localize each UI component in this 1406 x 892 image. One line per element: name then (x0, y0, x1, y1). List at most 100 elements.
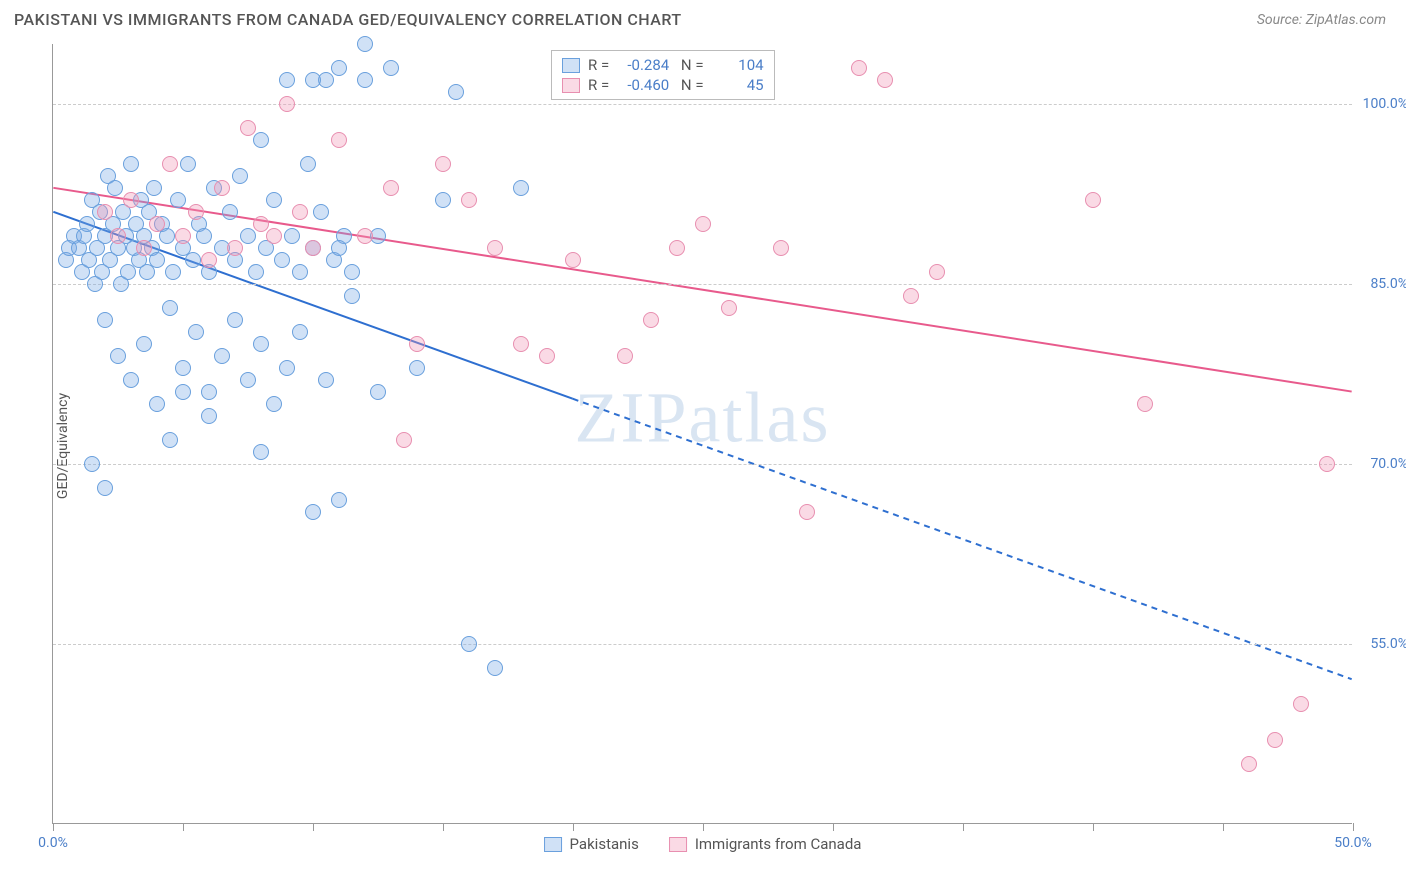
scatter-point (84, 456, 100, 472)
scatter-point (799, 504, 815, 520)
scatter-point (305, 504, 321, 520)
scatter-point (266, 192, 282, 208)
xtick-label: 50.0% (1334, 835, 1372, 851)
xtick-label: 0.0% (38, 835, 68, 851)
swatch-pakistanis (562, 58, 580, 73)
n-value-canada: 45 (712, 76, 764, 94)
scatter-point (123, 372, 139, 388)
scatter-point (123, 156, 139, 172)
scatter-point (383, 180, 399, 196)
scatter-point (110, 348, 126, 364)
scatter-point (162, 156, 178, 172)
scatter-point (383, 60, 399, 76)
gridline (53, 104, 1352, 105)
scatter-point (877, 72, 893, 88)
scatter-point (97, 480, 113, 496)
scatter-point (305, 72, 321, 88)
scatter-point (1319, 456, 1335, 472)
gridline (53, 464, 1352, 465)
xtick (1353, 823, 1354, 831)
xtick (443, 823, 444, 831)
scatter-point (461, 636, 477, 652)
scatter-point (357, 228, 373, 244)
scatter-point (214, 180, 230, 196)
scatter-point (227, 312, 243, 328)
scatter-point (331, 492, 347, 508)
scatter-point (669, 240, 685, 256)
scatter-point (435, 156, 451, 172)
xtick (183, 823, 184, 831)
scatter-point (357, 72, 373, 88)
scatter-point (279, 360, 295, 376)
scatter-point (318, 372, 334, 388)
scatter-point (123, 192, 139, 208)
scatter-point (344, 264, 360, 280)
scatter-point (279, 96, 295, 112)
scatter-point (185, 252, 201, 268)
watermark: ZIPatlas (575, 376, 831, 459)
chart-header: PAKISTANI VS IMMIGRANTS FROM CANADA GED/… (0, 0, 1406, 35)
scatter-point (695, 216, 711, 232)
scatter-point (1267, 732, 1283, 748)
scatter-point (1137, 396, 1153, 412)
scatter-point (146, 180, 162, 196)
scatter-point (292, 264, 308, 280)
scatter-point (1241, 756, 1257, 772)
scatter-point (396, 432, 412, 448)
scatter-point (188, 324, 204, 340)
scatter-point (565, 252, 581, 268)
scatter-point (279, 72, 295, 88)
legend-label-pakistanis: Pakistanis (570, 835, 639, 853)
scatter-point (851, 60, 867, 76)
stats-row-canada: R = -0.460 N = 45 (562, 75, 764, 95)
scatter-point (300, 156, 316, 172)
scatter-point (149, 252, 165, 268)
r-value-canada: -0.460 (617, 76, 669, 94)
scatter-point (284, 228, 300, 244)
scatter-point (409, 360, 425, 376)
xtick (313, 823, 314, 831)
scatter-point (487, 240, 503, 256)
scatter-point (165, 264, 181, 280)
xtick (573, 823, 574, 831)
scatter-point (292, 324, 308, 340)
scatter-point (539, 348, 555, 364)
scatter-point (903, 288, 919, 304)
scatter-point (409, 336, 425, 352)
scatter-point (513, 180, 529, 196)
scatter-point (149, 216, 165, 232)
ytick-label: 100.0% (1363, 96, 1406, 112)
scatter-point (196, 228, 212, 244)
scatter-point (448, 84, 464, 100)
scatter-point (305, 240, 321, 256)
scatter-point (331, 240, 347, 256)
scatter-point (266, 396, 282, 412)
scatter-point (240, 120, 256, 136)
scatter-point (1293, 696, 1309, 712)
trendlines-layer (53, 44, 1352, 823)
scatter-point (248, 264, 264, 280)
scatter-point (110, 228, 126, 244)
scatter-plot-area: ZIPatlas R = -0.284 N = 104 R = -0.460 N… (52, 44, 1352, 824)
legend-item-canada: Immigrants from Canada (669, 835, 862, 853)
scatter-point (929, 264, 945, 280)
scatter-point (513, 336, 529, 352)
ytick-label: 70.0% (1370, 456, 1406, 472)
legend-item-pakistanis: Pakistanis (544, 835, 639, 853)
scatter-point (331, 60, 347, 76)
gridline (53, 644, 1352, 645)
scatter-point (266, 228, 282, 244)
scatter-point (292, 204, 308, 220)
scatter-point (331, 132, 347, 148)
scatter-point (222, 204, 238, 220)
scatter-point (79, 216, 95, 232)
legend-swatch-canada (669, 837, 687, 852)
scatter-point (136, 336, 152, 352)
scatter-point (253, 444, 269, 460)
scatter-point (435, 192, 451, 208)
n-value-pakistanis: 104 (712, 56, 764, 74)
scatter-point (201, 408, 217, 424)
gridline (53, 284, 1352, 285)
scatter-point (175, 360, 191, 376)
scatter-point (274, 252, 290, 268)
